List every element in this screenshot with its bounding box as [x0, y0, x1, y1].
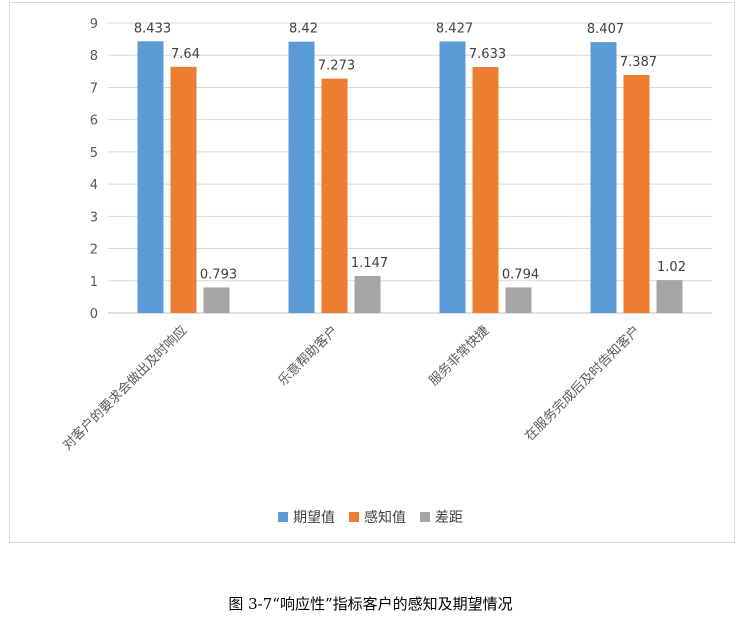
data-label: 7.273 — [318, 59, 355, 74]
legend-label: 期望值 — [293, 510, 335, 526]
legend: 期望值 感知值 差距 — [0, 507, 741, 527]
legend-item: 感知值 — [349, 507, 406, 527]
data-label: 8.427 — [436, 21, 473, 36]
y-tick-label: 4 — [90, 178, 98, 193]
legend-swatch — [420, 512, 430, 522]
bar — [354, 276, 381, 313]
data-label: 7.64 — [171, 47, 200, 62]
bar — [203, 287, 230, 313]
x-axis-labels: 对客户的要求会做出及时响应 乐意帮助客户 服务非常快捷 在服务完成后及时告知客户 — [60, 323, 644, 454]
bar — [623, 74, 650, 313]
y-tick-label: 7 — [90, 81, 98, 96]
bar — [321, 78, 348, 313]
bar — [288, 41, 315, 313]
legend-swatch — [349, 512, 359, 522]
data-label: 0.793 — [200, 267, 237, 282]
bar — [590, 42, 617, 313]
legend-label: 差距 — [435, 510, 463, 526]
bar — [137, 41, 164, 314]
data-label: 1.147 — [351, 256, 388, 271]
bar — [472, 67, 499, 313]
data-label: 8.433 — [134, 21, 171, 36]
y-tick-label: 1 — [90, 275, 98, 290]
data-label: 7.633 — [469, 47, 506, 62]
bar — [505, 287, 532, 313]
y-axis-ticks: 0 1 2 3 4 5 6 7 8 9 — [90, 17, 98, 322]
legend-swatch — [278, 512, 288, 522]
x-tick-label: 乐意帮助客户 — [275, 323, 341, 389]
data-label: 8.407 — [587, 22, 624, 37]
x-tick-label: 在服务完成后及时告知客户 — [522, 323, 644, 445]
data-label: 1.02 — [657, 260, 686, 275]
figure-caption: 图 3-7“响应性”指标客户的感知及期望情况 — [228, 595, 513, 613]
y-tick-label: 5 — [90, 146, 98, 161]
y-tick-label: 0 — [90, 307, 98, 322]
y-tick-label: 3 — [90, 210, 98, 225]
legend-item: 差距 — [420, 507, 463, 527]
bars — [137, 41, 683, 314]
legend-label: 感知值 — [364, 510, 406, 526]
y-tick-label: 6 — [90, 114, 98, 129]
x-tick-label: 对客户的要求会做出及时响应 — [60, 323, 191, 454]
y-tick-label: 2 — [90, 243, 98, 258]
data-label: 0.794 — [502, 267, 539, 282]
data-label: 7.387 — [620, 55, 657, 70]
legend-item: 期望值 — [278, 507, 335, 527]
data-label: 8.42 — [289, 22, 318, 37]
bar — [439, 41, 466, 314]
x-tick-label: 服务非常快捷 — [426, 323, 492, 389]
bar — [656, 280, 683, 313]
bar — [170, 66, 197, 313]
y-tick-label: 9 — [90, 17, 98, 32]
y-tick-label: 8 — [90, 49, 98, 64]
